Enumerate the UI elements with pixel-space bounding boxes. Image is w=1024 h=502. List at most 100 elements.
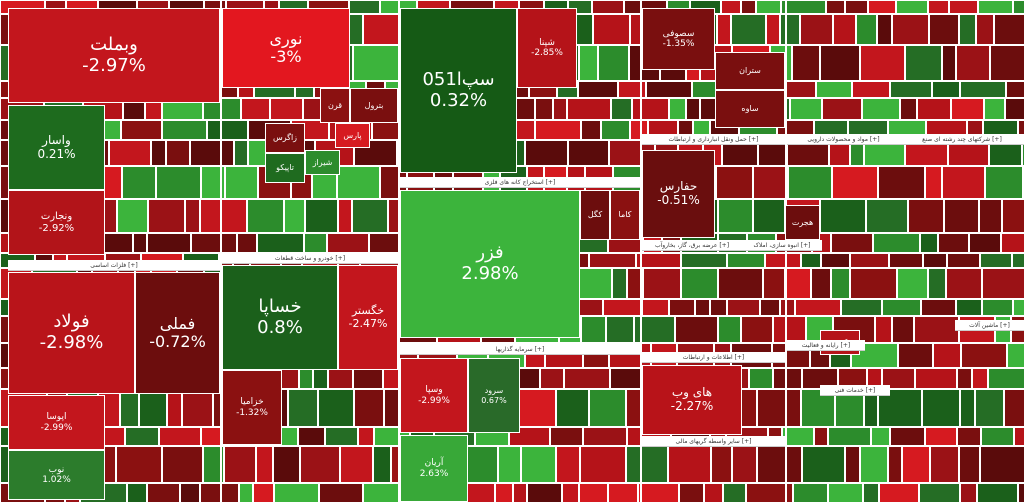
ticker: حفارس [659, 179, 698, 194]
stock-tile[interactable]: نوری -3% [222, 8, 350, 88]
sector-header[interactable]: خدمات فنی [+] [820, 385, 890, 396]
small-tile [878, 166, 925, 199]
stock-tile[interactable]: فزر 2.98% [400, 190, 580, 338]
small-tile [863, 483, 879, 502]
small-tile [535, 120, 581, 140]
stock-tile[interactable]: ساوه [715, 90, 785, 128]
small-tile [1005, 98, 1024, 120]
stock-tile[interactable]: سرود 0.67% [468, 358, 520, 433]
sector-header[interactable]: فلزات اساسی [+] [8, 260, 220, 271]
stock-tile[interactable]: اپوسا -2.99% [8, 395, 105, 450]
column-gap [220, 0, 222, 502]
sector-header[interactable]: خودرو و ساخت قطعات [+] [222, 253, 398, 264]
stock-tile[interactable]: سپ‌ا051 0.32% [400, 8, 517, 173]
sector-header[interactable]: مواد و محصولات دارویی [+] [787, 134, 900, 145]
stock-tile[interactable]: پارس [335, 123, 370, 148]
stock-tile[interactable]: نوب 1.02% [8, 450, 105, 500]
small-tile [207, 120, 248, 140]
stock-tile[interactable]: زاگرس [265, 123, 305, 153]
stock-tile[interactable]: فملی -0.72% [135, 272, 220, 394]
small-tile [922, 389, 960, 427]
small-tile [203, 98, 241, 120]
stock-tile[interactable]: حفارس -0.51% [642, 150, 715, 238]
small-tile [889, 253, 923, 268]
price-change: 0.8% [257, 316, 303, 338]
small-tile [975, 389, 1004, 427]
stock-tile[interactable]: کاما [610, 190, 640, 240]
small-tile [994, 14, 1024, 45]
stock-tile[interactable]: هجرت [785, 205, 820, 240]
small-tile [710, 299, 727, 316]
stock-tile[interactable]: خزامیا -1.32% [222, 370, 282, 445]
ticker: کاما [618, 210, 632, 220]
small-tile [679, 483, 704, 502]
small-tile [716, 166, 753, 199]
price-change: 2.63% [419, 468, 449, 479]
stock-tile[interactable]: فولاد -2.98% [8, 272, 135, 394]
sector-header[interactable]: سرمایه گذاریها [+] [400, 344, 640, 355]
small-tile [984, 98, 1005, 120]
stock-tile[interactable]: ستران [715, 52, 785, 90]
price-change: -2.98% [39, 332, 104, 353]
stock-tile[interactable]: وبملت -2.97% [8, 8, 220, 103]
small-tile [862, 98, 900, 120]
stock-tile[interactable]: های وب -2.27% [642, 365, 742, 435]
sector-header[interactable]: رایانه و فعالیت [+] [787, 340, 865, 351]
stock-tile[interactable]: قرن [320, 88, 350, 123]
sector-header[interactable]: ماشین آلات [+] [955, 320, 1024, 331]
ticker: خزامیا [240, 397, 264, 408]
stock-tile[interactable]: تاپیکو [265, 153, 305, 183]
sector-header[interactable]: شرکتهای چند رشته ای صنع [+] [900, 134, 1024, 145]
small-tile [888, 446, 902, 483]
sector-header[interactable]: سایر واسطه گریهای مالی [+] [642, 436, 785, 447]
sector-header[interactable]: استخراج کانه های فلزی [+] [400, 177, 640, 188]
small-tile [933, 343, 961, 368]
small-tile [117, 199, 148, 233]
ticker: پارس [343, 130, 362, 140]
small-tile [550, 427, 583, 446]
small-tile [711, 446, 732, 483]
stock-tile[interactable]: بترول [350, 88, 398, 123]
sector-header[interactable]: انبوه سازی، املاک [+] [742, 240, 822, 251]
small-tile [681, 253, 727, 268]
small-tile [274, 483, 319, 502]
small-tile [234, 140, 248, 166]
stock-tile[interactable]: واسار 0.21% [8, 105, 105, 190]
stock-tile[interactable]: شیراز [305, 150, 340, 175]
price-change: -1.32% [236, 407, 268, 418]
small-tile [1014, 427, 1024, 446]
small-tile [256, 446, 273, 483]
stock-tile[interactable]: وسپا -2.99% [400, 358, 468, 433]
stock-tile[interactable]: ونجارت -2.92% [8, 190, 105, 255]
ticker: آریان [424, 458, 444, 469]
stock-tile[interactable]: سصوفی -1.35% [642, 8, 715, 70]
small-tile [162, 446, 203, 483]
stock-tile[interactable]: آریان 2.63% [400, 435, 468, 502]
small-tile [898, 343, 933, 368]
small-tile [669, 98, 686, 120]
ticker: سپ‌ا051 [422, 68, 495, 90]
sector-header[interactable]: حمل ونقل انبارداری و ارتباطات [+] [642, 134, 785, 145]
small-tile [498, 446, 521, 483]
small-tile [583, 427, 627, 446]
small-tile [746, 483, 793, 502]
price-change: 0.67% [481, 395, 507, 405]
small-tile [313, 368, 328, 389]
small-tile [972, 368, 988, 389]
small-tile [556, 446, 580, 483]
sector-header[interactable]: اطلاعات و ارتباطات [+] [642, 352, 785, 363]
ticker: خگستر [351, 303, 385, 317]
small-tile [976, 14, 994, 45]
stock-tile[interactable]: شپنا -2.85% [517, 8, 577, 88]
stock-tile[interactable]: خگستر -2.47% [338, 265, 398, 370]
small-tile [525, 140, 568, 166]
stock-tile[interactable]: کگل [580, 190, 610, 240]
sector-header[interactable]: عرضه برق، گاز، بخاروآب [+] [642, 240, 742, 251]
small-tile [338, 199, 352, 233]
small-tile [928, 268, 946, 299]
small-tile [890, 81, 932, 98]
small-tile [845, 0, 868, 14]
small-tile [241, 98, 270, 120]
stock-tile[interactable]: خساپا 0.8% [222, 265, 338, 370]
small-tile [162, 120, 207, 140]
